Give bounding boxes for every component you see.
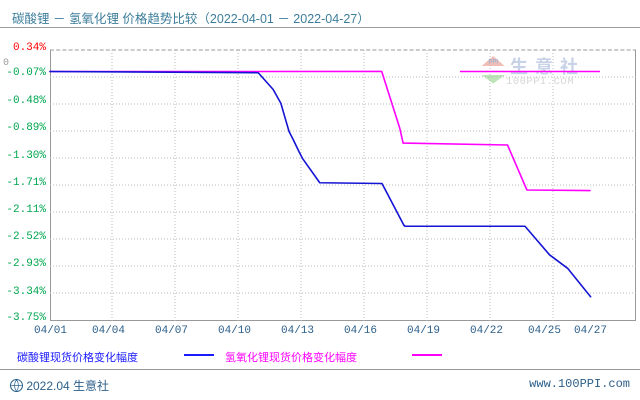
svg-text:PPI: PPI	[488, 60, 498, 66]
